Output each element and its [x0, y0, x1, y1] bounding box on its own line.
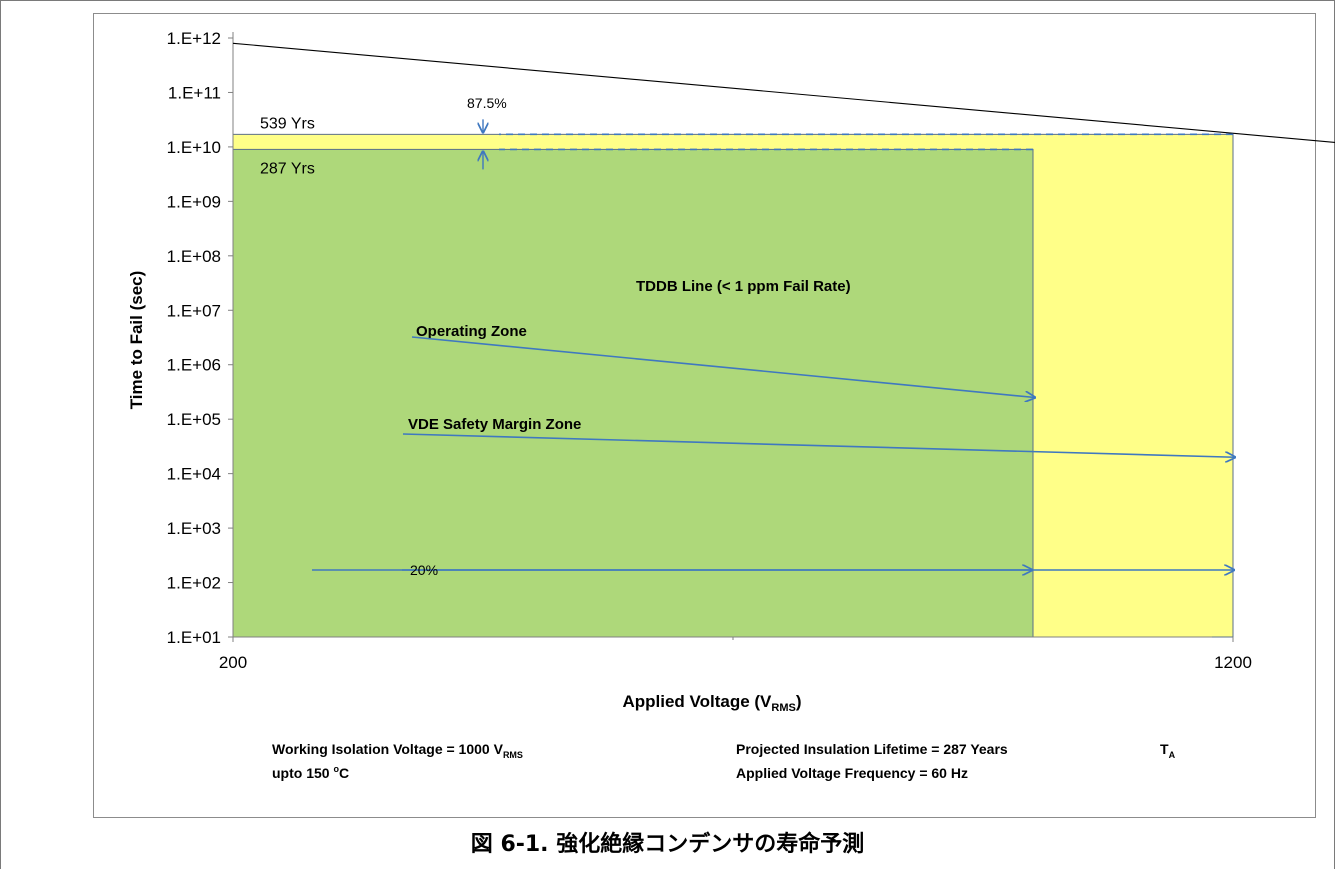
x-tick-label: 200 [219, 653, 247, 672]
ta-note: TA [1160, 741, 1176, 760]
y-tick-label: 1.E+10 [167, 138, 221, 157]
y-tick-label: 1.E+11 [168, 83, 221, 102]
temperature-note: upto 150 oC [272, 764, 349, 781]
y-tick-label: 1.E+09 [167, 192, 221, 211]
operating-zone [232, 148, 1034, 638]
zones-layer: 539 Yrs 287 Yrs [232, 115, 1234, 638]
working-voltage-note: Working Isolation Voltage = 1000 VRMS [272, 741, 523, 760]
margin-87-5-label: 87.5% [467, 95, 507, 111]
margin-20-label: 20% [410, 562, 438, 578]
x-axis-title: Applied Voltage (VRMS) [622, 692, 801, 714]
operating-zone-label: Operating Zone [416, 323, 527, 340]
chart-frame [93, 13, 1316, 818]
y-axis-title: Time to Fail (sec) [127, 271, 146, 410]
tddb-line-label: TDDB Line (< 1 ppm Fail Rate) [636, 278, 851, 295]
tddb-line [232, 42, 1335, 143]
x-axis-title-main: Applied Voltage (V [622, 692, 772, 711]
y-tick-label: 1.E+08 [167, 247, 221, 266]
y-tick-label: 1.E+05 [167, 410, 221, 429]
y-tick-label: 1.E+02 [167, 574, 221, 593]
frequency-note: Applied Voltage Frequency = 60 Hz [736, 765, 968, 781]
working-voltage-sub: RMS [503, 750, 523, 760]
ta-text: T [1160, 741, 1169, 757]
vde-zone-arrow [402, 433, 1235, 457]
y-tick-label: 1.E+03 [167, 519, 221, 538]
x-axis-title-suffix: ) [796, 692, 802, 711]
x-axis-title-sub: RMS [771, 702, 795, 714]
series-layer [232, 42, 1335, 143]
page-border-left [0, 0, 1, 869]
working-voltage-text: Working Isolation Voltage = 1000 V [272, 741, 504, 757]
y-tick-label: 1.E+04 [167, 465, 221, 484]
y-tick-label: 1.E+12 [167, 29, 221, 48]
ta-sub: A [1169, 750, 1176, 760]
page-border-top [0, 0, 1335, 1]
y-tick-label: 1.E+07 [167, 301, 221, 320]
y-tick-label: 1.E+01 [167, 628, 221, 647]
operating-zone-arrow [411, 336, 1035, 398]
temperature-text: upto 150 [272, 765, 333, 781]
vde-zone-label: VDE Safety Margin Zone [408, 416, 581, 433]
figure-caption: 図 6-1. 強化絶縁コンデンサの寿命予測 [470, 832, 865, 857]
x-tick-label: 1200 [1214, 653, 1252, 672]
annotations-layer: TDDB Line (< 1 ppm Fail Rate) 87.5% Operat… [312, 95, 1235, 578]
lifetime-note: Projected Insulation Lifetime = 287 Year… [736, 741, 1008, 757]
y-tick-label: 1.E+06 [167, 356, 221, 375]
vde-zone-years-label: 539 Yrs [260, 115, 315, 132]
temperature-unit: C [339, 765, 349, 781]
temperature-degree: o [333, 764, 339, 774]
axes-layer: 1.E+01 1.E+02 1.E+03 1.E+04 1.E+05 1.E+06 1.E+… [167, 29, 1252, 672]
operating-zone-years-label: 287 Yrs [260, 160, 315, 177]
